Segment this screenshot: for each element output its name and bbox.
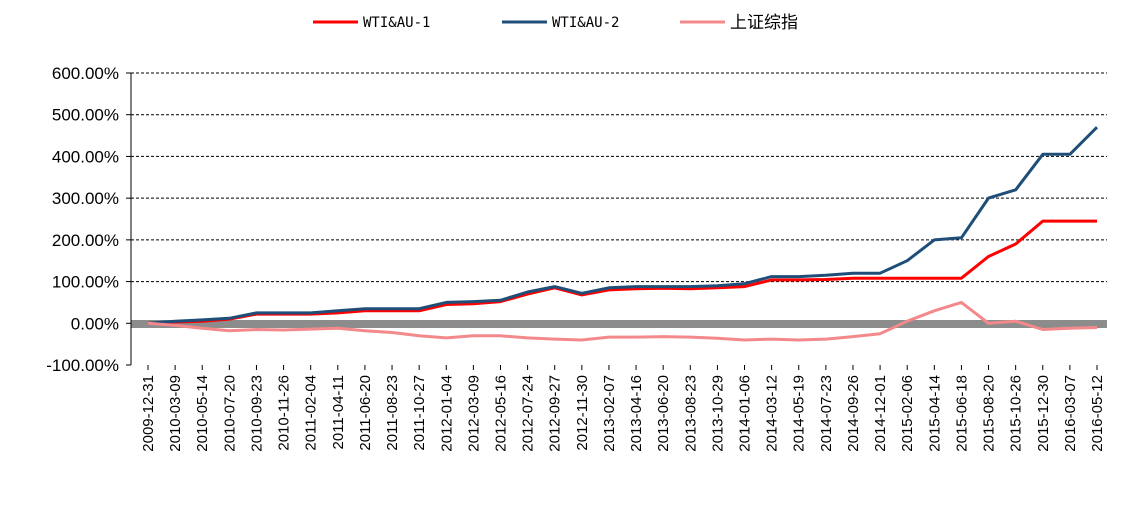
- x-tick-label: 2015-10-26: [1008, 375, 1025, 452]
- y-tick-label: 300.00%: [52, 189, 119, 208]
- x-tick-label: 2014-12-01: [872, 375, 889, 452]
- legend-label-wti-au-1: WTI&AU-1: [363, 15, 430, 31]
- series-line-1: [147, 126, 1099, 325]
- y-tick-label: -100.00%: [46, 356, 119, 375]
- x-tick-label: 2015-12-30: [1035, 375, 1052, 452]
- legend-label-shanghai-composite: 上证综指: [730, 13, 798, 33]
- y-tick-label: 0.00%: [71, 314, 119, 333]
- series-line-0: [147, 219, 1097, 325]
- x-tick-label: 2010-05-14: [194, 375, 211, 452]
- x-tick-label: 2010-07-20: [221, 375, 238, 452]
- x-tick-label: 2014-07-23: [818, 375, 835, 452]
- x-tick-label: 2011-04-11: [330, 375, 347, 450]
- x-axis: 2009-12-31 2010-03-09 2010-05-14 2010-07-20…: [140, 365, 1106, 452]
- x-tick-label: 2011-02-04: [303, 375, 320, 451]
- y-axis: 600.00% 500.00% 400.00% 300.00% 200.00% 100.0…: [46, 64, 131, 375]
- y-tick-label: 400.00%: [52, 147, 119, 166]
- legend-label-wti-au-2: WTI&AU-2: [552, 15, 619, 31]
- x-tick-label: 2013-08-23: [682, 375, 699, 452]
- x-tick-label: 2012-09-27: [547, 375, 564, 452]
- zero-band: [131, 320, 1107, 328]
- x-tick-label: 2010-03-09: [167, 375, 184, 452]
- y-tick-label: 600.00%: [52, 64, 119, 83]
- x-tick-label: 2015-08-20: [981, 375, 998, 452]
- legend: WTI&AU-1 WTI&AU-2 上证综指: [313, 13, 798, 33]
- x-tick-label: 2010-09-23: [249, 375, 266, 452]
- x-tick-label: 2012-05-16: [493, 375, 510, 452]
- x-tick-label: 2013-10-29: [709, 375, 726, 452]
- x-tick-label: 2012-01-04: [438, 375, 455, 452]
- x-tick-label: 2013-06-20: [655, 375, 672, 452]
- y-tick-label: 100.00%: [52, 273, 119, 292]
- series-line-2: [147, 300, 1098, 342]
- x-tick-label: 2015-02-06: [899, 375, 916, 452]
- x-tick-label: 2011-08-23: [384, 375, 401, 451]
- x-tick-label: 2010-11-26: [276, 375, 293, 451]
- x-tick-label: 2015-06-18: [953, 375, 970, 452]
- x-tick-label: 2013-02-07: [601, 375, 618, 452]
- x-tick-label: 2014-09-26: [845, 375, 862, 452]
- x-tick-label: 2014-05-19: [791, 375, 808, 452]
- x-tick-label: 2011-10-27: [411, 375, 428, 451]
- x-tick-label: 2012-11-30: [574, 375, 591, 451]
- x-tick-label: 2014-01-06: [737, 375, 754, 452]
- x-tick-label: 2015-04-14: [926, 375, 943, 452]
- y-tick-label: 500.00%: [52, 106, 119, 125]
- x-tick-label: 2016-05-12: [1089, 375, 1106, 452]
- x-tick-label: 2011-06-20: [357, 375, 374, 451]
- x-tick-label: 2012-07-24: [520, 375, 537, 452]
- grid: [131, 72, 1107, 324]
- x-tick-label: 2013-04-16: [628, 375, 645, 452]
- x-tick-label: 2014-03-12: [764, 375, 781, 452]
- series-layer: [147, 126, 1099, 342]
- x-tick-label: 2012-03-09: [465, 375, 482, 452]
- x-tick-label: 2016-03-07: [1062, 375, 1079, 452]
- y-tick-label: 200.00%: [52, 231, 119, 250]
- x-tick-label: 2009-12-31: [140, 375, 157, 452]
